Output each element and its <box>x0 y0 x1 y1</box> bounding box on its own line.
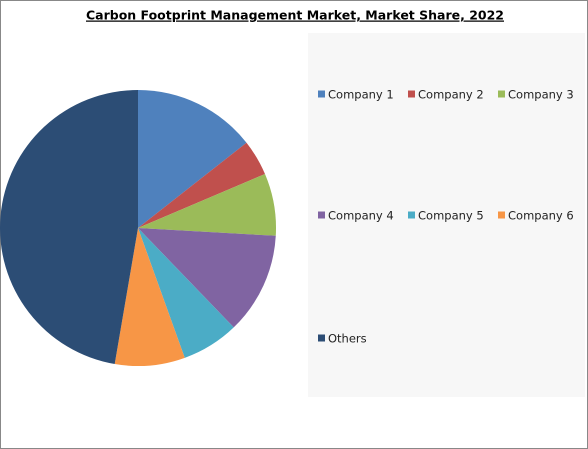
legend-swatch <box>408 90 415 98</box>
legend-label: Company 5 <box>418 209 484 223</box>
legend-label: Company 1 <box>328 88 394 102</box>
pie-slice <box>138 90 247 228</box>
legend-label: Others <box>328 332 367 346</box>
legend-label: Company 3 <box>508 88 574 102</box>
legend-label: Company 4 <box>328 209 394 223</box>
legend-swatch <box>408 211 415 219</box>
legend-swatch <box>498 211 505 219</box>
legend-swatch <box>498 90 505 98</box>
pie-slice <box>138 228 234 358</box>
pie-slice <box>138 228 276 328</box>
pie-slice <box>138 173 276 236</box>
legend-swatch <box>318 90 325 98</box>
legend-swatch <box>318 334 325 342</box>
pie-slice <box>138 142 265 228</box>
legend-swatch <box>318 211 325 219</box>
chart-title: Carbon Footprint Management Market, Mark… <box>86 8 504 23</box>
pie-slice <box>114 228 185 366</box>
legend-area <box>308 33 585 397</box>
pie-slice <box>0 90 138 365</box>
legend-label: Company 2 <box>418 88 484 102</box>
legend-label: Company 6 <box>508 209 574 223</box>
